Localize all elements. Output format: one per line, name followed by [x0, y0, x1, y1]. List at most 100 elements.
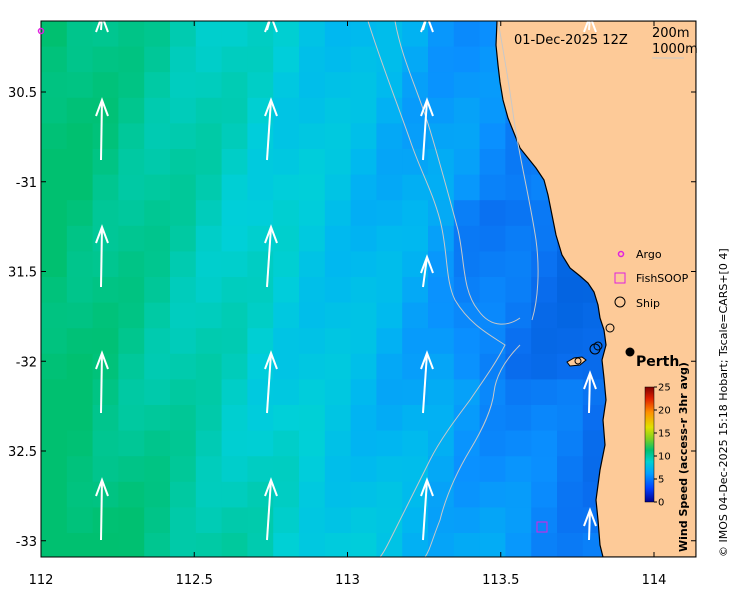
contour-200m [394, 21, 521, 557]
wind-cell [221, 174, 248, 201]
wind-cell [221, 277, 248, 304]
wind-cell [557, 430, 584, 457]
wind-cell [505, 174, 532, 201]
wind-cell [402, 97, 429, 124]
wind-cell [221, 481, 248, 508]
wind-arrow [583, 507, 597, 541]
wind-arrow [95, 224, 109, 288]
ship-marker[interactable] [593, 341, 603, 351]
wind-cell [144, 302, 171, 329]
colorbar [644, 386, 655, 503]
colorbar-tick-label: 0 [658, 498, 664, 509]
argo-float-marker[interactable] [37, 27, 45, 35]
wind-cell [66, 21, 94, 48]
wind-cell [376, 328, 403, 355]
wind-cell [299, 174, 326, 201]
lat-tick-label: -31 [16, 176, 37, 191]
wind-cell [41, 200, 68, 227]
wind-cell [324, 379, 352, 406]
colorbar-label: Wind Speed (access-r 3hr avg) [677, 362, 690, 552]
wind-cell [453, 97, 481, 124]
wind-cell [557, 456, 584, 483]
wind-cell [273, 456, 300, 483]
wind-cell [144, 21, 171, 48]
wind-cell [66, 200, 94, 227]
lat-tick-label: 31.5 [8, 266, 37, 281]
wind-cell [376, 174, 403, 201]
wind-cell [118, 328, 145, 355]
wind-cell [350, 123, 377, 150]
wind-cell [324, 328, 352, 355]
wind-cell [376, 302, 403, 329]
wind-vectors [95, 21, 597, 541]
wind-cell [453, 174, 481, 201]
wind-cell [583, 559, 609, 585]
wind-cell [324, 149, 352, 176]
wind-cell [118, 277, 145, 304]
wind-cell [324, 174, 352, 201]
wind-cell [144, 379, 171, 406]
wind-cell [66, 72, 94, 99]
wind-cell [92, 430, 119, 457]
wind-cell [170, 149, 197, 176]
wind-cell [221, 533, 248, 557]
wind-cell [144, 430, 171, 457]
wind-cell [221, 72, 248, 99]
wind-cell [92, 200, 119, 227]
lon-tick-label: 114 [642, 573, 667, 588]
wind-cell [479, 174, 506, 201]
perth-label: Perth [636, 354, 679, 370]
latitude-axis: 30.5 -31 31.5 -32 32.5 -33 [8, 86, 696, 550]
wind-cell [402, 302, 429, 329]
fishsoop-marker[interactable] [536, 521, 548, 533]
ship-marker[interactable] [589, 343, 601, 355]
wind-cell [118, 149, 145, 176]
wind-cell [66, 353, 94, 380]
wind-arrow [420, 350, 434, 414]
ship-marker[interactable] [605, 323, 615, 333]
wind-cell [221, 21, 248, 48]
wind-cell [402, 225, 429, 252]
wind-arrow [420, 477, 434, 541]
wind-cell [118, 533, 145, 557]
wind-cell [195, 21, 223, 48]
wind-cell [170, 72, 197, 99]
perth-city-marker[interactable] [625, 347, 635, 357]
wind-cell [195, 456, 223, 483]
wind-cell [402, 174, 429, 201]
wind-cell [531, 559, 557, 585]
wind-cell [479, 149, 506, 176]
wind-cell [479, 456, 506, 483]
wind-cell [402, 200, 429, 227]
wind-cell [299, 251, 326, 278]
wind-cell [453, 533, 481, 557]
wind-cell [195, 353, 223, 380]
wind-cell [92, 174, 119, 201]
wind-cell [531, 328, 558, 355]
wind-cell [247, 533, 274, 557]
wind-cell [324, 405, 352, 432]
wind-arrow [95, 477, 109, 541]
lat-tick-label: -33 [16, 535, 37, 550]
wind-cell [376, 46, 403, 73]
wind-cell [92, 533, 119, 557]
map-timestamp: 01-Dec-2025 12Z [514, 33, 628, 48]
wind-cell [299, 200, 326, 227]
wind-cell [118, 123, 145, 150]
wind-cell [609, 559, 635, 585]
wind-arrow [95, 21, 109, 33]
wind-cell [454, 559, 480, 585]
wind-cell [376, 481, 403, 508]
fishsoop-label: FishSOOP [636, 272, 689, 285]
wind-cell [376, 200, 403, 227]
wind-cell [92, 251, 119, 278]
wind-cell [299, 302, 326, 329]
wind-cell [376, 21, 403, 48]
wind-cell [402, 430, 429, 457]
wind-cell [299, 72, 326, 99]
wind-cell [505, 251, 532, 278]
lat-tick-label: 32.5 [8, 445, 37, 460]
wind-cell [531, 430, 558, 457]
